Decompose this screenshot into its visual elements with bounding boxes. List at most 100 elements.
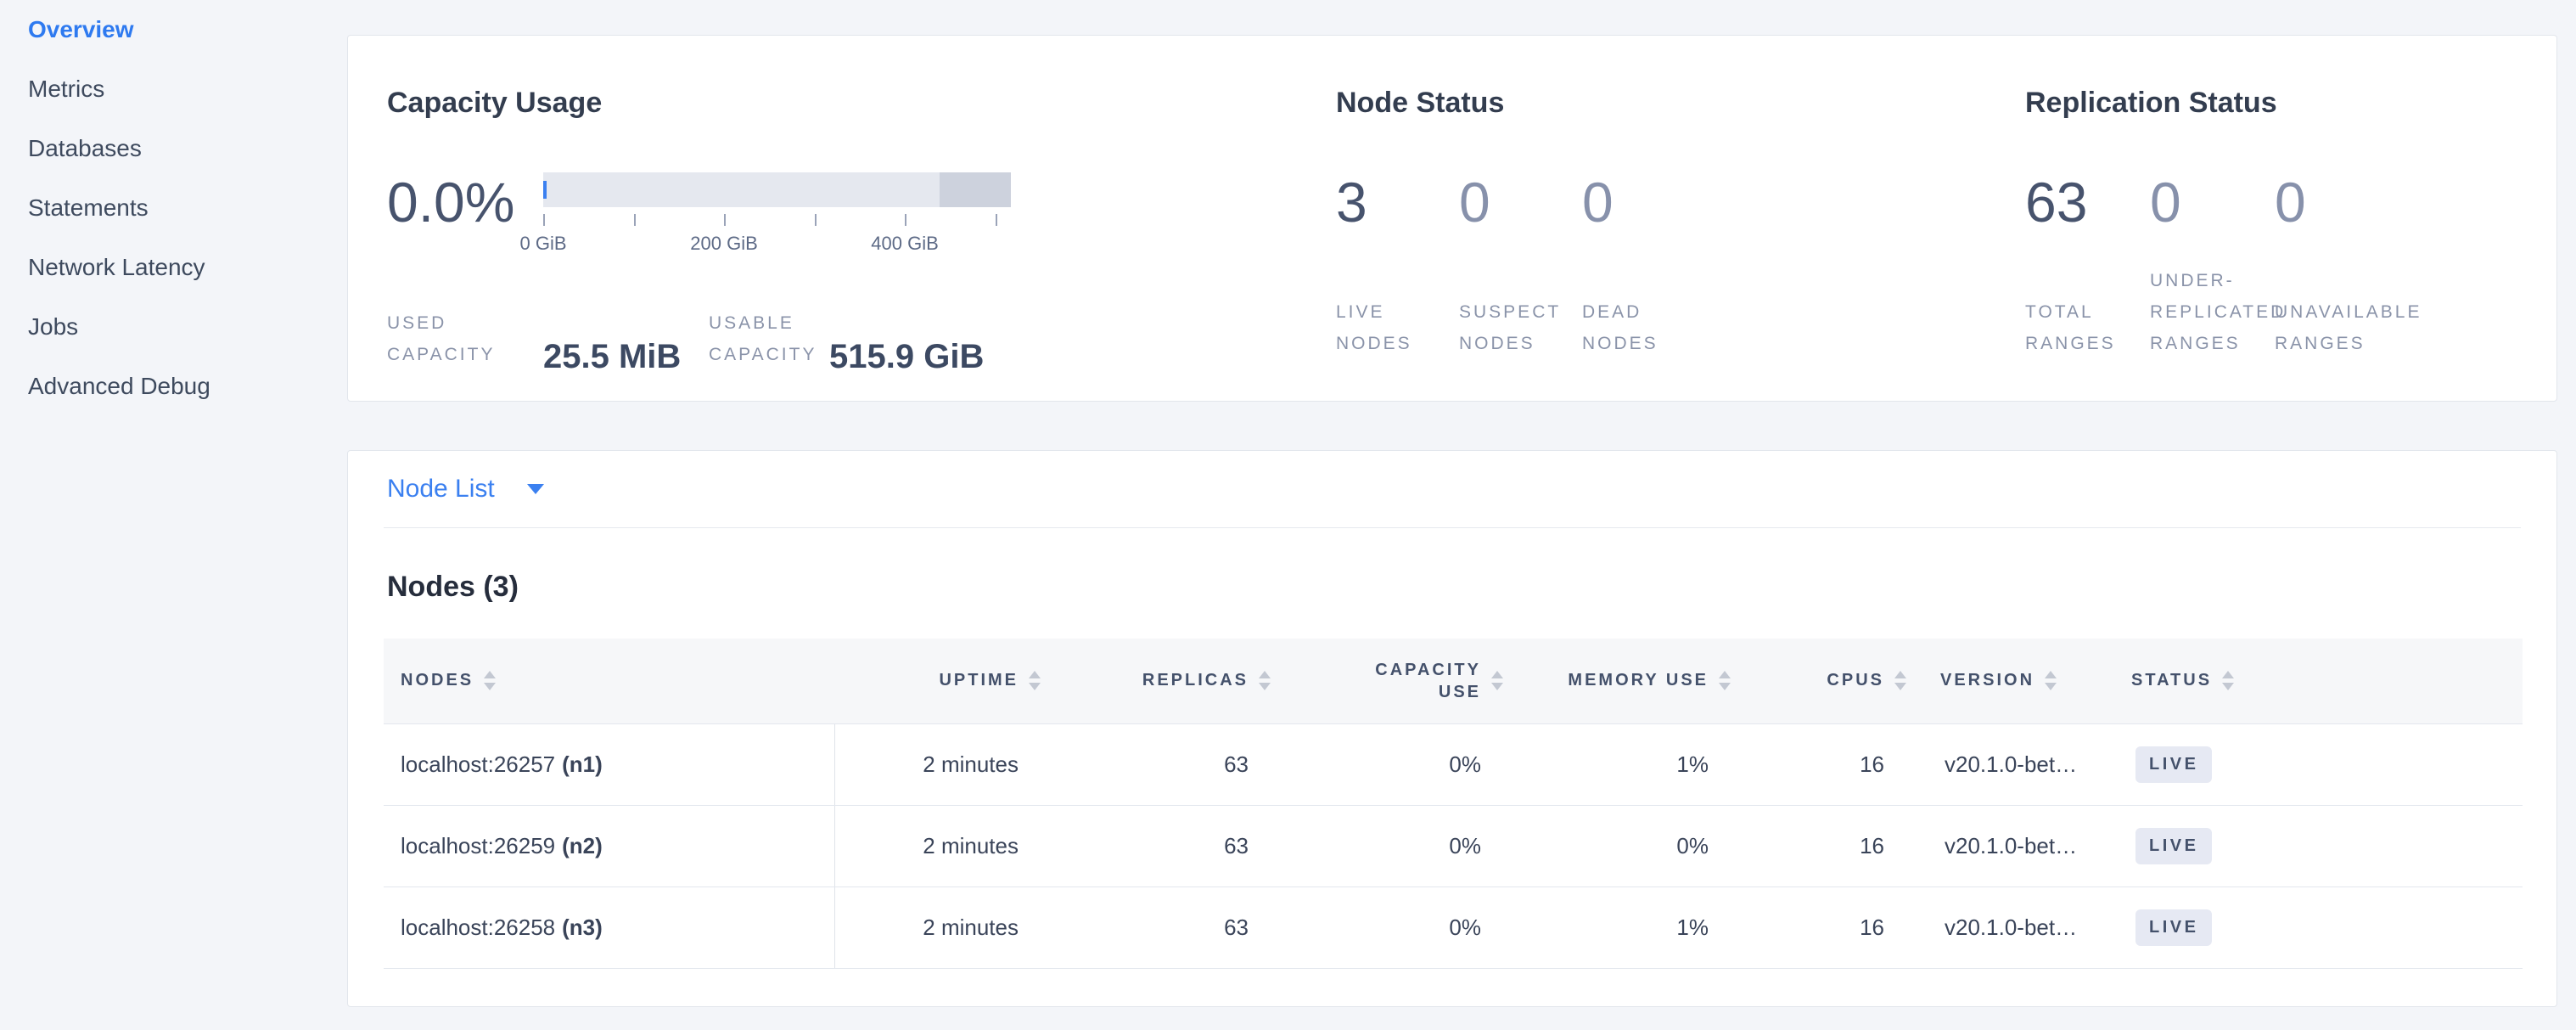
usable-capacity-label: USABLE CAPACITY xyxy=(709,313,817,364)
sidebar-item-databases[interactable]: Databases xyxy=(28,135,142,161)
sidebar-item-network-latency[interactable]: Network Latency xyxy=(28,254,205,280)
nodes-table: NODES UPTIME REPLICAS CAPACITY USE MEMOR… xyxy=(384,639,2523,969)
axis-tick xyxy=(724,214,727,226)
uptime-cell: 2 minutes xyxy=(834,805,1058,887)
live-nodes-label: LIVE NODES xyxy=(1336,302,1412,353)
axis-tick xyxy=(905,214,907,226)
column-header-uptime[interactable]: UPTIME xyxy=(834,639,1058,724)
node-id: (n2) xyxy=(562,832,603,858)
column-header-memory-use[interactable]: MEMORY USE xyxy=(1520,639,1748,724)
replication-status-section: Replication Status 63 TOTAL RANGES 0 UND… xyxy=(1986,36,2556,401)
cpus-cell: 16 xyxy=(1748,886,1923,969)
table-row-node-1[interactable]: localhost:26257 (n1) 2 minutes 63 0% 1% 1… xyxy=(384,723,2523,806)
node-id: (n1) xyxy=(562,751,603,777)
sort-icon xyxy=(1894,671,1906,690)
node-status-title: Node Status xyxy=(1336,87,1505,119)
uptime-cell: 2 minutes xyxy=(834,886,1058,969)
sort-icon xyxy=(1029,671,1041,690)
version-cell: v20.1.0-bet… xyxy=(1923,886,2114,969)
table-row-node-3[interactable]: localhost:26258 (n3) 2 minutes 63 0% 1% 1… xyxy=(384,886,2523,969)
view-selector-row: Node List xyxy=(384,451,2521,528)
column-header-status[interactable]: STATUS xyxy=(2114,639,2523,724)
unavailable-ranges-label: UNAVAILABLE RANGES xyxy=(2275,302,2422,353)
node-list-dropdown-label: Node List xyxy=(387,475,495,503)
suspect-nodes-label: SUSPECT NODES xyxy=(1459,302,1561,353)
column-header-cpus[interactable]: CPUS xyxy=(1748,639,1923,724)
suspect-nodes-stat: 0 SUSPECT NODES xyxy=(1459,172,1569,359)
node-address: localhost:26257 xyxy=(401,751,556,777)
capacity-use-cell: 0% xyxy=(1288,723,1520,806)
capacity-usage-section: Capacity Usage 0.0% 0 GiB xyxy=(348,36,1297,401)
column-header-label: STATUS xyxy=(2131,671,2213,690)
used-capacity-label: USED CAPACITY xyxy=(387,313,496,364)
memory-use-cell: 1% xyxy=(1520,886,1748,969)
axis-tick xyxy=(633,214,636,226)
usable-capacity-value: 515.9 GiB xyxy=(829,338,985,375)
sort-icon xyxy=(2045,671,2057,690)
dead-nodes-value: 0 xyxy=(1582,171,1614,234)
column-header-label: NODES xyxy=(401,671,474,690)
sidebar: Overview Metrics Databases Statements Ne… xyxy=(0,0,344,416)
sidebar-item-statements[interactable]: Statements xyxy=(28,194,149,221)
node-list-dropdown[interactable]: Node List xyxy=(387,475,544,504)
capacity-usage-title: Capacity Usage xyxy=(387,87,603,119)
status-badge: LIVE xyxy=(2135,827,2213,864)
sort-icon xyxy=(1259,671,1271,690)
main-content: Capacity Usage 0.0% 0 GiB xyxy=(347,35,2557,1007)
cpus-cell: 16 xyxy=(1748,723,1923,806)
axis-label: 400 GiB xyxy=(871,233,939,254)
node-address: localhost:26258 xyxy=(401,914,556,940)
capacity-usage-chart: 0 GiB 200 GiB 400 GiB xyxy=(519,172,1011,267)
status-badge: LIVE xyxy=(2135,746,2213,783)
used-capacity-value: 25.5 MiB xyxy=(543,338,682,375)
version-cell: v20.1.0-bet… xyxy=(1923,723,2114,806)
unavailable-ranges-value: 0 xyxy=(2275,171,2306,234)
node-list-card: Node List Nodes (3) NODES UPTIME REPLICA… xyxy=(347,450,2557,1007)
under-replicated-ranges-value: 0 xyxy=(2150,171,2181,234)
sort-icon xyxy=(2222,671,2234,690)
status-cell: LIVE xyxy=(2114,805,2523,887)
sort-icon xyxy=(1491,671,1503,690)
sidebar-item-overview[interactable]: Overview xyxy=(28,16,134,42)
capacity-use-cell: 0% xyxy=(1288,886,1520,969)
table-row-node-2[interactable]: localhost:26259 (n2) 2 minutes 63 0% 0% 1… xyxy=(384,805,2523,887)
suspect-nodes-value: 0 xyxy=(1459,171,1490,234)
live-nodes-stat: 3 LIVE NODES xyxy=(1336,172,1445,359)
axis-label: 200 GiB xyxy=(690,233,758,254)
column-header-label: UPTIME xyxy=(939,671,1019,690)
node-address-cell[interactable]: localhost:26257 (n1) xyxy=(384,723,835,806)
sidebar-item-metrics[interactable]: Metrics xyxy=(28,76,105,102)
node-status-section: Node Status 3 LIVE NODES 0 SUSPECT NODES… xyxy=(1297,36,1986,401)
total-ranges-value: 63 xyxy=(2025,171,2088,234)
capacity-use-cell: 0% xyxy=(1288,805,1520,887)
chevron-down-icon xyxy=(526,484,544,494)
capacity-bar-other-usage xyxy=(939,172,1011,207)
node-address-cell[interactable]: localhost:26258 (n3) xyxy=(384,886,835,969)
column-header-capacity-use[interactable]: CAPACITY USE xyxy=(1288,639,1520,724)
column-header-label: VERSION xyxy=(1940,671,2035,690)
memory-use-cell: 1% xyxy=(1520,723,1748,806)
column-header-nodes[interactable]: NODES xyxy=(384,639,834,724)
column-header-version[interactable]: VERSION xyxy=(1923,639,2114,724)
column-header-replicas[interactable]: REPLICAS xyxy=(1058,639,1288,724)
uptime-cell: 2 minutes xyxy=(834,723,1058,806)
axis-tick xyxy=(814,214,817,226)
sort-icon xyxy=(484,671,496,690)
column-header-label: REPLICAS xyxy=(1142,671,1249,690)
capacity-axis: 0 GiB 200 GiB 400 GiB xyxy=(519,207,1011,267)
column-header-label: MEMORY USE xyxy=(1568,671,1709,690)
unavailable-ranges-stat: 0 UNAVAILABLE RANGES xyxy=(2275,171,2422,359)
node-id: (n3) xyxy=(562,914,603,940)
replicas-cell: 63 xyxy=(1058,723,1288,806)
sidebar-item-jobs[interactable]: Jobs xyxy=(28,313,79,340)
total-ranges-stat: 63 TOTAL RANGES xyxy=(2025,172,2136,359)
cluster-summary-card: Capacity Usage 0.0% 0 GiB xyxy=(347,35,2557,402)
status-cell: LIVE xyxy=(2114,723,2523,806)
nodes-table-header-row: NODES UPTIME REPLICAS CAPACITY USE MEMOR… xyxy=(384,639,2523,724)
axis-label: 0 GiB xyxy=(519,233,567,254)
axis-tick xyxy=(543,214,545,226)
capacity-bar-used xyxy=(543,181,547,199)
sidebar-item-advanced-debug[interactable]: Advanced Debug xyxy=(28,373,210,399)
node-address-cell[interactable]: localhost:26259 (n2) xyxy=(384,805,835,887)
under-replicated-ranges-label: UNDER-REPLICATED RANGES xyxy=(2150,271,2287,353)
